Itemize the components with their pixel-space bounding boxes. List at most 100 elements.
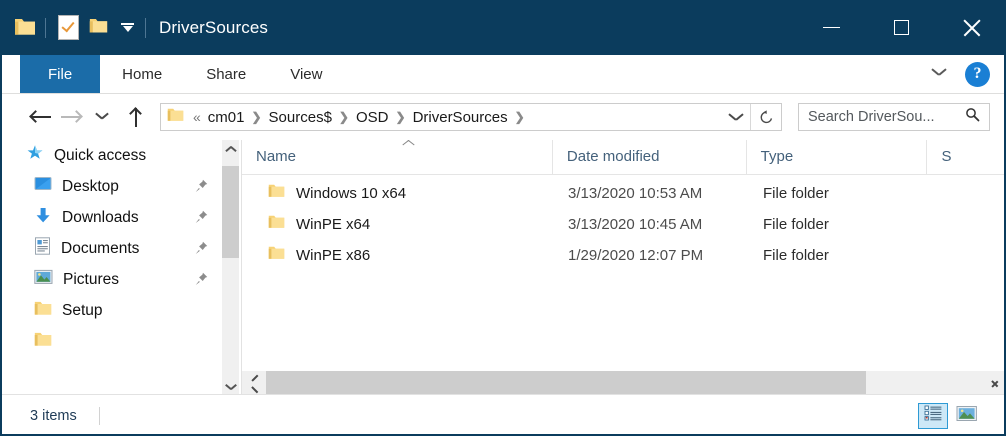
title-bar: DriverSources <box>0 0 1006 55</box>
folder-icon <box>268 178 285 209</box>
scroll-up-button[interactable] <box>222 140 239 157</box>
address-overflow-icon[interactable]: « <box>193 109 201 125</box>
search-input[interactable]: Search DriverSou... <box>808 109 935 125</box>
column-header-name[interactable]: Name <box>242 140 552 174</box>
address-bar[interactable]: « cm01 ❯ Sources$ ❯ OSD ❯ DriverSources … <box>160 103 782 131</box>
new-folder-icon[interactable] <box>89 17 108 39</box>
file-list-horizontal-scrollbar[interactable] <box>242 371 1006 395</box>
file-name-label: WinPE x86 <box>296 247 371 264</box>
scrollbar-thumb[interactable] <box>266 371 866 395</box>
sidebar-item-documents[interactable]: Documents <box>0 233 222 264</box>
explorer-body: Quick access Desktop <box>0 140 1006 395</box>
file-name-cell[interactable]: Windows 10 x64 <box>242 178 554 209</box>
pin-icon[interactable] <box>195 241 208 260</box>
table-row[interactable]: WinPE x86 1/29/2020 12:07 PM File folder <box>242 240 1006 271</box>
breadcrumb: cm01 ❯ Sources$ ❯ OSD ❯ DriverSources ❯ <box>201 109 726 126</box>
sidebar-item-desktop[interactable]: Desktop <box>0 171 222 202</box>
forward-button[interactable] <box>56 102 86 132</box>
scroll-down-button[interactable] <box>222 378 239 395</box>
pin-icon[interactable] <box>195 272 208 291</box>
sidebar-item-quick-access[interactable]: Quick access <box>0 140 222 171</box>
breadcrumb-item-driversources[interactable]: DriverSources <box>412 108 508 126</box>
recent-locations-button[interactable] <box>86 102 116 132</box>
navigation-pane-scrollbar[interactable] <box>222 140 239 395</box>
thumbnail-view-icon <box>956 405 978 427</box>
download-icon <box>34 207 52 229</box>
details-view-icon <box>924 405 943 426</box>
item-count-label: 3 items <box>30 407 77 424</box>
window-border-right <box>1004 55 1006 436</box>
breadcrumb-item-sources[interactable]: Sources$ <box>268 108 332 126</box>
folder-icon <box>34 331 52 352</box>
column-header-date-modified[interactable]: Date modified <box>551 140 746 174</box>
refresh-icon <box>760 109 772 123</box>
titlebar-separator-2 <box>145 17 146 38</box>
maximize-icon <box>893 20 909 35</box>
scrollbar-track[interactable] <box>266 371 982 395</box>
scrollbar-thumb[interactable] <box>222 166 239 258</box>
refresh-button[interactable] <box>751 104 781 130</box>
column-header-label: Name <box>256 148 297 165</box>
table-row[interactable]: Windows 10 x64 3/13/2020 10:53 AM File f… <box>242 178 1006 209</box>
breadcrumb-separator[interactable]: ❯ <box>395 110 406 124</box>
tab-share[interactable]: Share <box>206 65 247 83</box>
ribbon-tab-strip: File Home Share View ? <box>0 55 1006 94</box>
sidebar-item-pictures[interactable]: Pictures <box>0 264 222 295</box>
address-dropdown-chevron-down-icon[interactable] <box>726 106 748 128</box>
file-date-cell: 1/29/2020 12:07 PM <box>568 247 704 264</box>
column-header-type[interactable]: Type <box>745 140 927 174</box>
titlebar-separator-1 <box>45 17 46 38</box>
breadcrumb-separator[interactable]: ❯ <box>338 110 349 124</box>
chevron-down-icon <box>94 109 112 125</box>
scroll-left-button[interactable] <box>242 371 266 395</box>
pin-icon[interactable] <box>195 179 208 198</box>
tab-home[interactable]: Home <box>122 65 163 83</box>
file-name-cell[interactable]: WinPE x86 <box>242 240 554 271</box>
table-row[interactable]: WinPE x64 3/13/2020 10:45 AM File folder <box>242 209 1006 240</box>
sidebar-item-partial[interactable] <box>0 326 222 357</box>
minimize-ribbon-chevron-down-icon[interactable] <box>931 64 951 84</box>
tab-view[interactable]: View <box>290 65 323 83</box>
large-icons-view-button[interactable] <box>952 403 982 429</box>
file-name-label: Windows 10 x64 <box>296 185 407 202</box>
file-type-cell: File folder <box>763 185 829 202</box>
file-rows: Windows 10 x64 3/13/2020 10:53 AM File f… <box>242 175 1006 271</box>
star-icon <box>26 144 44 167</box>
sidebar-item-setup[interactable]: Setup <box>0 295 222 326</box>
breadcrumb-item-osd[interactable]: OSD <box>355 108 389 126</box>
file-date-cell: 3/13/2020 10:53 AM <box>568 185 703 202</box>
folder-icon <box>268 240 285 271</box>
window-border-left <box>0 55 2 436</box>
sidebar-item-downloads[interactable]: Downloads <box>0 202 222 233</box>
document-check-icon[interactable] <box>58 15 79 40</box>
customize-quick-access-dropdown-arrow-icon[interactable] <box>120 21 136 35</box>
breadcrumb-item-cm01[interactable]: cm01 <box>207 108 245 126</box>
address-folder-icon <box>167 107 184 127</box>
up-button[interactable] <box>116 102 146 132</box>
status-separator <box>98 406 100 425</box>
folder-icon <box>34 300 52 321</box>
close-button[interactable] <box>936 0 1006 55</box>
window-border-bottom <box>0 434 1006 436</box>
ribbon-right-controls: ? <box>931 55 1006 93</box>
breadcrumb-separator[interactable]: ❯ <box>514 110 525 124</box>
pin-icon[interactable] <box>195 210 208 229</box>
view-mode-buttons <box>918 402 982 429</box>
scroll-right-button[interactable] <box>982 371 1006 395</box>
desktop-icon <box>34 176 52 197</box>
search-box[interactable]: Search DriverSou... <box>798 103 990 131</box>
maximize-button[interactable] <box>866 0 936 55</box>
file-name-cell[interactable]: WinPE x64 <box>242 209 554 240</box>
column-header-size[interactable]: S <box>926 140 1006 174</box>
column-headers: Name Date modified Type S <box>242 140 1006 175</box>
tab-file[interactable]: File <box>20 55 101 93</box>
minimize-button[interactable] <box>796 0 866 55</box>
help-button[interactable]: ? <box>965 61 990 87</box>
details-view-button[interactable] <box>918 402 948 429</box>
back-button[interactable] <box>26 102 56 132</box>
minimize-icon <box>822 26 840 29</box>
pane-divider[interactable] <box>241 140 242 395</box>
folder-icon <box>268 209 285 240</box>
breadcrumb-separator[interactable]: ❯ <box>251 110 262 124</box>
sidebar-item-label: Pictures <box>63 270 119 288</box>
